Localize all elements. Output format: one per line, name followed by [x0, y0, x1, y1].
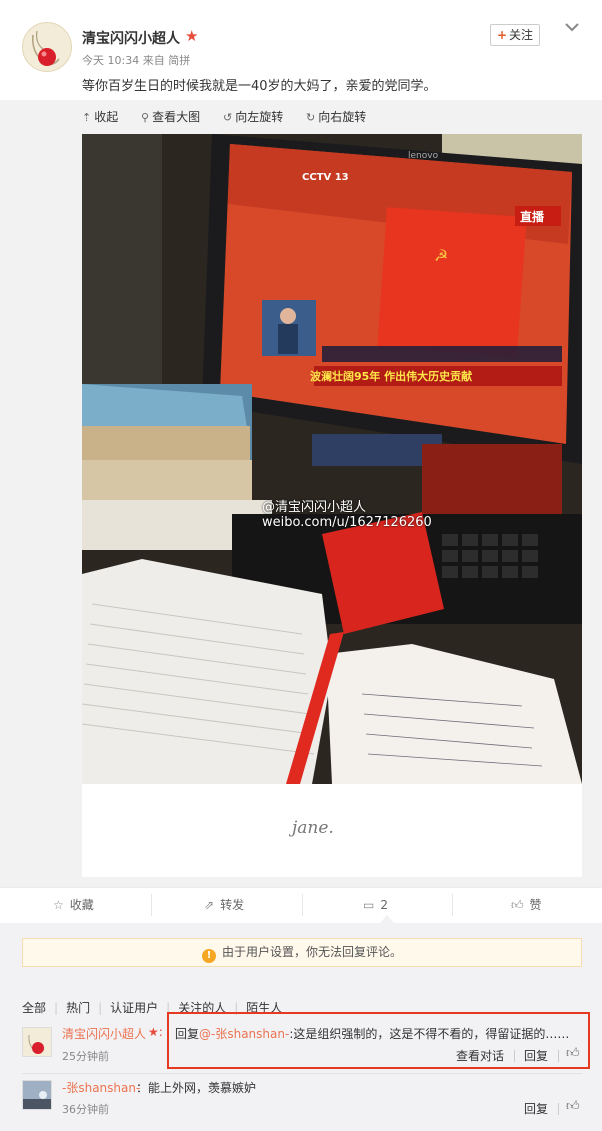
svg-text:lenovo: lenovo	[408, 151, 439, 161]
svg-text:☭: ☭	[434, 246, 448, 265]
rotate-right-icon: ↻	[306, 111, 316, 124]
link-divider	[558, 1050, 559, 1062]
post-action-bar: ☆ 收藏 ⇗ 转发 ▭ 2 👍︎ 赞	[0, 887, 602, 923]
favorite-label: 收藏	[69, 898, 94, 912]
reply-disabled-notice: ! 由于用户设置，你无法回复评论。	[22, 938, 582, 967]
highlight-box	[167, 1012, 590, 1069]
comment-body: :这是组织强制的，这是不得不看的，得留证据的……	[289, 1027, 570, 1041]
rotate-left-icon: ↺	[223, 111, 233, 124]
post-time[interactable]: 今天 10:34	[82, 54, 140, 67]
filter-verified[interactable]: 认证用户	[110, 1001, 159, 1015]
svg-text:波澜壮阔95年 作出伟大历史贡献: 波澜壮阔95年 作出伟大历史贡献	[310, 369, 472, 383]
action-divider	[151, 894, 152, 916]
comment-avatar[interactable]	[22, 1027, 52, 1057]
link-divider	[514, 1050, 515, 1062]
reply-link[interactable]: 回复	[524, 1049, 549, 1063]
comment-icon: ▭	[363, 898, 375, 912]
post-text: 等你百岁生日的时候我就是一40岁的大妈了，亲爱的党同学。	[82, 79, 437, 94]
comment-panel-arrow	[380, 915, 394, 923]
comment-separator	[22, 1073, 582, 1074]
media-expanded-area: ⇡ 收起 ⚲ 查看大图 ↺ 向左旋转 ↻ 向右旋转 ☭ 波澜壮阔95年 作出伟大历史贡献	[0, 100, 602, 887]
comment-filter-tabs: 全部 | 热门 | 认证用户 | 关注的人 | 陌生人	[22, 1001, 283, 1015]
comment-author[interactable]: -张shanshan-	[62, 1081, 141, 1095]
collapse-label: 收起	[94, 110, 119, 124]
rotate-right-label: 向右旋转	[318, 110, 367, 124]
photo-signature-strip: jane.	[82, 784, 582, 877]
follow-label: 关注	[509, 28, 534, 42]
svg-text:直播: 直播	[520, 209, 545, 224]
post-photo[interactable]: ☭ 波澜壮阔95年 作出伟大历史贡献 直播 CCTV 13 lenovo	[82, 134, 582, 784]
notice-text: 由于用户设置，你无法回复评论。	[221, 945, 402, 959]
star-outline-icon: ☆	[53, 898, 64, 912]
reply-prefix: 回复	[175, 1027, 200, 1041]
warning-icon: !	[201, 949, 216, 963]
comment-like-icon[interactable]: 👍︎	[566, 1046, 580, 1061]
filter-strangers[interactable]: 陌生人	[246, 1001, 283, 1015]
filter-all[interactable]: 全部	[22, 1001, 47, 1015]
thumbs-up-icon: 👍︎	[511, 898, 524, 912]
repost-icon: ⇗	[204, 898, 215, 912]
action-divider	[452, 894, 453, 916]
comment-time[interactable]: 36分钟前	[62, 1103, 109, 1116]
like-button[interactable]: 👍︎ 赞	[511, 888, 542, 924]
comment-like-icon[interactable]: 👍︎	[566, 1099, 580, 1114]
follow-button[interactable]: + 关注	[490, 24, 540, 46]
rotate-left-button[interactable]: ↺ 向左旋转	[223, 108, 283, 125]
favorite-button[interactable]: ☆ 收藏	[53, 888, 94, 924]
repost-button[interactable]: ⇗ 转发	[204, 888, 244, 924]
svg-text:CCTV 13: CCTV 13	[302, 172, 349, 183]
repost-label: 转发	[220, 898, 245, 912]
chevron-down-icon[interactable]	[565, 20, 579, 36]
comments-panel: ! 由于用户设置，你无法回复评论。 全部 | 热门 | 认证用户 | 关注的人 | 陌生人 清宝闪…	[0, 923, 602, 1131]
search-icon: ⚲	[141, 111, 150, 124]
author-name[interactable]: 清宝闪闪小超人	[82, 31, 180, 47]
reply-link[interactable]: 回复	[524, 1102, 549, 1116]
link-divider	[558, 1103, 559, 1115]
vip-star-icon: ★	[185, 27, 199, 45]
filter-hot[interactable]: 热门	[66, 1001, 91, 1015]
collapse-icon: ⇡	[82, 111, 92, 124]
watermark-url: weibo.com/u/1627126260	[262, 515, 432, 530]
photo-signature: jane.	[292, 818, 334, 838]
post-source: 来自 简拼	[142, 54, 191, 67]
rotate-left-label: 向左旋转	[235, 110, 284, 124]
author-avatar[interactable]	[22, 22, 72, 72]
post-meta: 今天 10:34 来自 简拼	[82, 52, 190, 68]
comment-count: 2	[380, 898, 388, 912]
view-large-button[interactable]: ⚲ 查看大图	[141, 108, 200, 125]
vip-star-icon: ★:	[148, 1025, 163, 1039]
comment-time[interactable]: 25分钟前	[62, 1050, 109, 1063]
collapse-button[interactable]: ⇡ 收起	[82, 108, 118, 125]
filter-following[interactable]: 关注的人	[178, 1001, 227, 1015]
comment-body: ：能上外网，羡慕嫉妒	[136, 1081, 257, 1095]
comment-button[interactable]: ▭ 2	[363, 888, 388, 924]
rotate-right-button[interactable]: ↻ 向右旋转	[306, 108, 366, 125]
comment-author[interactable]: 清宝闪闪小超人	[62, 1027, 147, 1041]
watermark-name: @清宝闪闪小超人	[262, 500, 367, 515]
plus-icon: +	[496, 28, 508, 42]
comment-avatar[interactable]	[22, 1080, 52, 1110]
photo-watermark: @清宝闪闪小超人 weibo.com/u/1627126260	[262, 496, 432, 530]
action-divider	[302, 894, 303, 916]
view-large-label: 查看大图	[152, 110, 201, 124]
view-conversation-link[interactable]: 查看对话	[456, 1049, 505, 1063]
mention-link[interactable]: @-张shanshan-	[199, 1027, 290, 1041]
comment-text: 回复@-张shanshan-:这是组织强制的，这是不得不看的，得留证据的……	[175, 1025, 569, 1042]
like-label: 赞	[529, 898, 542, 912]
